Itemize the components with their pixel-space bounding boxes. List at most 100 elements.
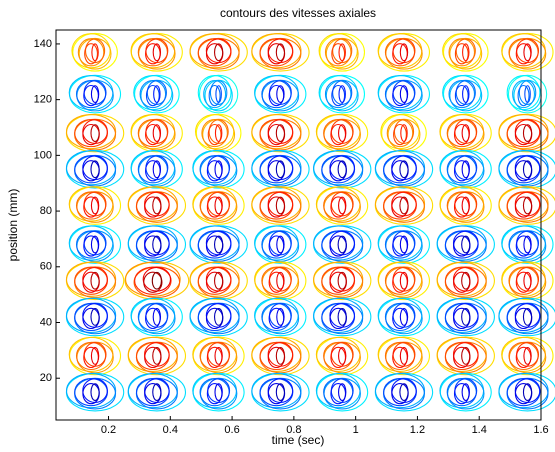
- contour-line: [392, 80, 416, 105]
- contour-line: [267, 342, 294, 367]
- contour-line: [393, 123, 407, 146]
- contour-line: [321, 266, 364, 299]
- contour-line: [522, 196, 533, 215]
- contour-line: [444, 230, 487, 262]
- contour-line: [332, 38, 353, 64]
- contour-line: [152, 43, 162, 62]
- contour-line: [461, 308, 471, 326]
- contour-line: [267, 155, 294, 181]
- y-tick-label: 60: [40, 261, 52, 273]
- contour-line: [76, 191, 114, 223]
- contour-line: [144, 230, 170, 256]
- contour-line: [382, 154, 425, 187]
- contour-line: [338, 196, 347, 215]
- contour-line: [198, 74, 239, 114]
- contour-line: [324, 79, 352, 109]
- contour-line: [214, 160, 223, 179]
- contour-line: [385, 302, 423, 335]
- contour-line: [523, 235, 532, 254]
- contour-line: [522, 124, 533, 142]
- contour-line: [135, 341, 178, 374]
- contour-line: [454, 155, 478, 181]
- contour-line: [321, 154, 364, 187]
- contour-line: [261, 79, 300, 112]
- contour-line: [275, 43, 286, 62]
- y-tick-label: 140: [34, 38, 52, 50]
- contour-line: [214, 124, 223, 142]
- chart-title: contours des vitesses axiales: [220, 6, 376, 20]
- contour-line: [325, 37, 359, 70]
- contour-line: [134, 74, 180, 114]
- contour-line: [197, 37, 240, 70]
- contour-line: [385, 230, 423, 262]
- contour-line: [268, 266, 292, 292]
- contour-line: [208, 119, 229, 144]
- contour-line: [72, 32, 118, 72]
- contour-line: [452, 342, 479, 367]
- contour-line: [455, 80, 476, 105]
- contour-line: [84, 38, 106, 64]
- contour-line: [207, 342, 231, 367]
- contour-line: [399, 308, 409, 326]
- contour-line: [91, 43, 99, 62]
- contour-line: [259, 377, 302, 410]
- y-tick-label: 40: [40, 316, 52, 328]
- contour-line: [454, 84, 469, 107]
- contour-line: [139, 79, 167, 109]
- contour-line: [329, 266, 356, 292]
- contour-line: [461, 347, 471, 365]
- contour-line: [267, 119, 294, 144]
- contour-line: [514, 155, 541, 181]
- contour-line: [207, 155, 231, 181]
- contour-line: [90, 85, 100, 103]
- contour-line: [74, 266, 117, 299]
- contour-line: [207, 123, 222, 146]
- contour-line: [84, 43, 98, 65]
- contour-line: [447, 154, 485, 187]
- contour-line: [391, 191, 417, 217]
- x-tick-label: 1.4: [472, 424, 487, 436]
- contour-line: [145, 38, 169, 64]
- contour-line: [74, 302, 117, 335]
- contour-line: [329, 230, 356, 256]
- contour-line: [275, 124, 286, 142]
- contour-line: [399, 43, 409, 62]
- contour-line: [447, 377, 485, 410]
- contour-line: [454, 378, 478, 404]
- contour-line: [323, 118, 361, 151]
- contour-line: [392, 266, 416, 292]
- contour-line: [330, 191, 354, 217]
- contour-line: [508, 266, 547, 299]
- contour-line: [461, 271, 471, 290]
- contour-line: [387, 118, 421, 151]
- contour-line: [522, 383, 533, 402]
- contour-line: [319, 32, 366, 72]
- contour-line: [452, 230, 479, 256]
- contour-line: [208, 84, 221, 107]
- contour-line: [214, 347, 223, 365]
- plot-frame: [55, 29, 542, 421]
- contour-line: [267, 378, 294, 404]
- contour-line: [506, 191, 549, 223]
- contour-line: [135, 230, 178, 262]
- contour-line: [205, 303, 232, 328]
- x-tick-label: 1.2: [410, 424, 425, 436]
- contour-line: [524, 85, 531, 103]
- contour-line: [392, 303, 416, 328]
- contour-line: [399, 85, 409, 103]
- contour-line: [330, 378, 354, 404]
- x-tick-label: 1: [353, 424, 359, 436]
- contour-line: [392, 38, 416, 64]
- contour-line: [522, 160, 533, 179]
- contour-line: [76, 230, 114, 262]
- contour-line: [461, 383, 470, 402]
- contour-line: [324, 38, 352, 67]
- contour-line: [323, 377, 361, 410]
- contour-line: [399, 235, 409, 254]
- contour-line: [447, 191, 485, 223]
- contour-line: [259, 154, 302, 187]
- contour-line: [506, 302, 549, 335]
- contour-line: [144, 342, 170, 367]
- contour-line: [90, 383, 100, 402]
